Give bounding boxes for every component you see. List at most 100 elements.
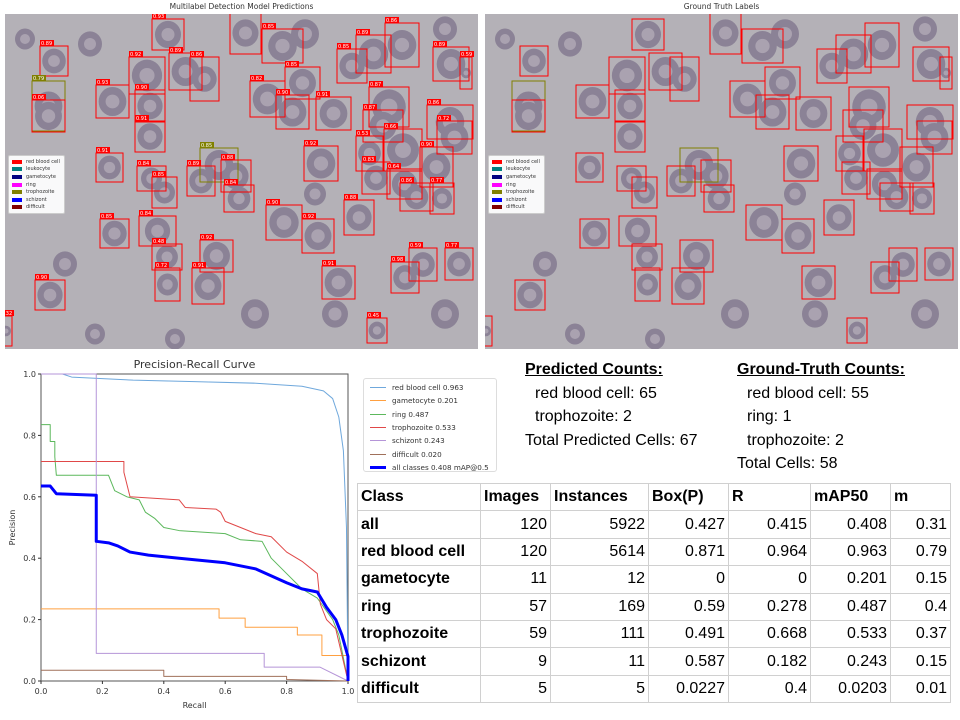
series-line-6 (41, 484, 350, 681)
bounding-box (614, 89, 646, 123)
bounding-box (848, 86, 890, 128)
x-tick-label: 0.2 (96, 687, 109, 696)
bounding-box: 0.89 (186, 160, 216, 197)
bounding-box (924, 247, 954, 281)
cell (940, 67, 952, 79)
confidence-label: 0.91 (193, 263, 204, 269)
bounding-box: 0.85 (261, 23, 304, 64)
cell (533, 251, 557, 277)
legend-label: leukocyte (506, 166, 531, 173)
value-cell: 0.4 (728, 674, 811, 704)
bounding-box: 0.86 (399, 177, 434, 212)
column-header: Box(P) (648, 482, 729, 512)
bounding-box (729, 80, 766, 118)
cell (913, 16, 937, 42)
pr-chart: 0.0 0.2 0.4 0.6 0.8 1.0 0.0 0.2 0.4 0.6 0.8 1.0 Reca… (8, 370, 355, 710)
cell (611, 59, 643, 92)
bounding-box (870, 261, 900, 294)
legend-item: leukocyte (9, 166, 64, 174)
bounding-box (899, 146, 934, 188)
legend-swatch (492, 205, 502, 210)
value-cell: 0.4 (890, 592, 951, 621)
cell (826, 204, 852, 231)
ground-truth-class-legend: red blood cell leukocyte gametocyte ring tro… (488, 155, 545, 215)
cell (324, 267, 353, 298)
bounding-box: 0.82 (249, 75, 286, 118)
legend-label: trophozoite 0.533 (392, 423, 456, 433)
predicted-counts: Predicted Counts: red blood cell: 65 tro… (525, 358, 698, 452)
value-cell: 5614 (550, 537, 649, 567)
value-cell: 9 (480, 647, 551, 676)
ground-truth-count-item: red blood cell: 55 (747, 384, 869, 402)
cell (674, 271, 702, 301)
confidence-label: 0.89 (357, 30, 368, 36)
cell (102, 220, 127, 247)
value-cell: 0.533 (810, 619, 891, 649)
predicted-total: Total Predicted Cells: 67 (525, 431, 698, 449)
bounding-box (741, 28, 784, 64)
value-cell: 0.201 (810, 565, 891, 594)
confidence-label: 0.91 (323, 261, 334, 267)
bounding-box: 0.32 (5, 310, 14, 347)
legend-line (370, 413, 386, 415)
cell (637, 273, 658, 296)
cell (78, 31, 102, 57)
bounding-box: 0.86 (189, 51, 220, 102)
cell (902, 152, 931, 182)
cell (683, 241, 710, 271)
y-tick-label: 0.4 (23, 554, 36, 563)
bounding-box: 0.72 (436, 115, 473, 155)
bounding-box: 0.88 (343, 194, 375, 236)
bounding-box (801, 265, 836, 300)
value-cell: 0.487 (810, 592, 891, 621)
y-tick-label: 0.6 (23, 493, 36, 502)
legend-label: difficult (506, 204, 525, 211)
confidence-label: 0.66 (385, 124, 396, 130)
legend-line (370, 453, 386, 455)
bounding-box (841, 161, 871, 195)
confidence-label: 0.88 (222, 155, 233, 161)
legend-item: red blood cell (9, 158, 64, 166)
cell (137, 92, 163, 120)
column-header: Instances (550, 482, 649, 512)
class-cell: schizont (357, 647, 481, 676)
x-tick-label: 0.6 (219, 687, 232, 696)
legend-swatch (12, 159, 22, 164)
legend-line (370, 427, 386, 429)
bounding-box: 0.98 (390, 256, 420, 294)
bounding-box (511, 99, 546, 133)
x-tick-label: 0.0 (35, 687, 48, 696)
legend-swatch (492, 167, 502, 172)
x-tick-label: 1.0 (342, 687, 355, 696)
value-cell: 0.415 (728, 510, 811, 539)
cell (891, 252, 915, 277)
bounding-box (679, 239, 714, 273)
table-row: gametocyte 11 12 0 0 0.201 0.15 (357, 565, 951, 594)
confidence-label: 0.79 (33, 76, 44, 82)
cell (927, 251, 951, 277)
confidence-label: 0.89 (41, 41, 52, 47)
bounding-box: 0.92 (303, 140, 339, 182)
value-cell: 12 (550, 565, 649, 594)
cell (411, 252, 435, 277)
column-header: R (728, 482, 811, 512)
cell (431, 299, 459, 329)
cell (203, 241, 230, 271)
confidence-label: 0.90 (421, 142, 432, 148)
bounding-box (783, 145, 819, 182)
confidence-label: 0.86 (428, 100, 439, 106)
bounding-box: 0.83 (229, 14, 262, 55)
value-cell: 120 (480, 537, 551, 567)
legend-label: schizont 0.243 (392, 436, 445, 446)
legend-item: trophozoite (9, 188, 64, 196)
legend-item: trophozoite 0.533 (364, 421, 496, 434)
cell (884, 184, 909, 210)
cell (578, 86, 607, 117)
predicted-count-item: trophozoite: 2 (535, 408, 632, 425)
bounding-box: 0.86 (426, 99, 474, 140)
y-axis-label: Precision (8, 510, 17, 546)
cell (154, 20, 182, 49)
cell (784, 221, 812, 251)
